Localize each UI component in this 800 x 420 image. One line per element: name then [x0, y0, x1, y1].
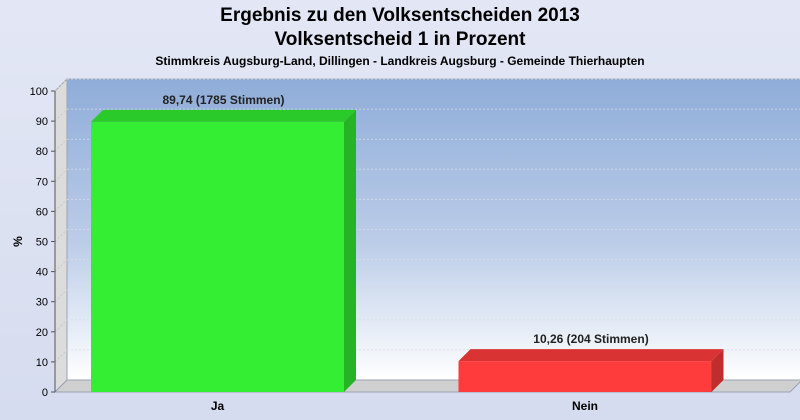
bar-side-ja: [344, 109, 356, 392]
gridline-side: [54, 349, 68, 363]
y-tick-label: 40: [36, 267, 48, 279]
data-label: 89,74 (1785 Stimmen): [162, 93, 284, 107]
y-tick-label: 100: [30, 86, 48, 98]
gridline-side: [54, 168, 68, 182]
gridline-side: [54, 138, 68, 152]
x-tick-label: Ja: [211, 399, 225, 413]
y-tick-label: 60: [36, 206, 48, 218]
bar-ja: [91, 121, 344, 392]
bar-side-nein: [711, 349, 724, 392]
y-tick-label: 80: [36, 146, 48, 158]
chart-title: Ergebnis zu den Volksentscheiden 2013: [220, 5, 580, 26]
y-axis-label: %: [11, 236, 25, 247]
chart-title-line2: Volksentscheid 1 in Prozent: [274, 29, 526, 50]
y-tick-label: 30: [36, 297, 48, 309]
bar-nein: [458, 361, 712, 392]
gridline-side: [54, 289, 68, 303]
gridline-side: [54, 78, 68, 92]
x-tick-label: Nein: [572, 399, 598, 413]
y-tick-label: 90: [36, 116, 48, 128]
gridline-side: [54, 229, 68, 242]
chart-subtitle: Stimmkreis Augsburg-Land, Dillingen - La…: [155, 54, 645, 68]
bar-top-nein: [458, 349, 724, 362]
y-tick-label: 50: [36, 237, 48, 249]
y-tick-label: 70: [36, 176, 48, 188]
gridline-side: [54, 108, 68, 122]
gridline-side: [54, 259, 68, 272]
data-label: 10,26 (204 Stimmen): [533, 332, 648, 346]
y-tick-label: 10: [36, 357, 48, 369]
gridline-side: [54, 199, 68, 212]
y-tick-label: 20: [36, 327, 48, 339]
y-tick-label: 0: [42, 387, 48, 399]
gridline-side: [54, 319, 68, 333]
bar-top-ja: [91, 109, 356, 122]
